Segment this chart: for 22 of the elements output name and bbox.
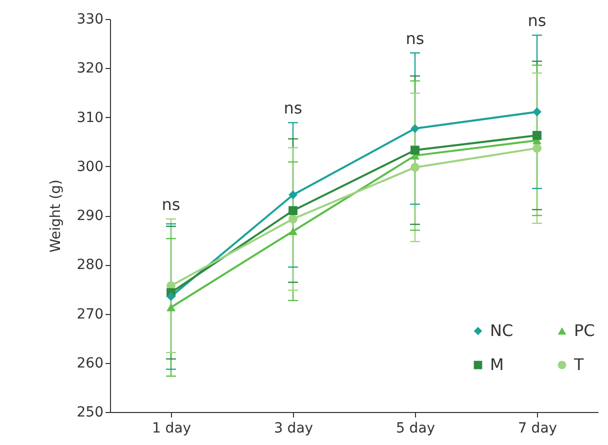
- y-tick-label: 310: [76, 110, 104, 126]
- y-axis-title: Weight (g): [48, 179, 64, 253]
- legend-label: M: [490, 355, 504, 374]
- legend-label: PC: [574, 321, 595, 340]
- y-tick-label: 270: [76, 306, 104, 322]
- y-tick-label: 320: [76, 60, 104, 77]
- legend-label: T: [573, 355, 584, 374]
- y-tick-label: 290: [76, 208, 104, 224]
- y-tick-label: 260: [76, 355, 104, 372]
- y-tick-label: 250: [76, 404, 104, 420]
- x-tick-label: 5 day: [396, 420, 436, 436]
- annotation: ns: [406, 28, 424, 48]
- y-tick-label: 300: [76, 158, 104, 175]
- annotation: ns: [528, 11, 546, 30]
- legend-label: NC: [490, 321, 514, 340]
- annotation: ns: [284, 98, 302, 118]
- x-tick-label: 7 day: [518, 420, 558, 436]
- x-tick-label: 1 day: [152, 420, 192, 436]
- y-tick-label: 330: [76, 12, 104, 28]
- x-tick-label: 3 day: [274, 420, 314, 436]
- y-tick-label: 280: [76, 257, 104, 274]
- annotation: ns: [162, 194, 180, 214]
